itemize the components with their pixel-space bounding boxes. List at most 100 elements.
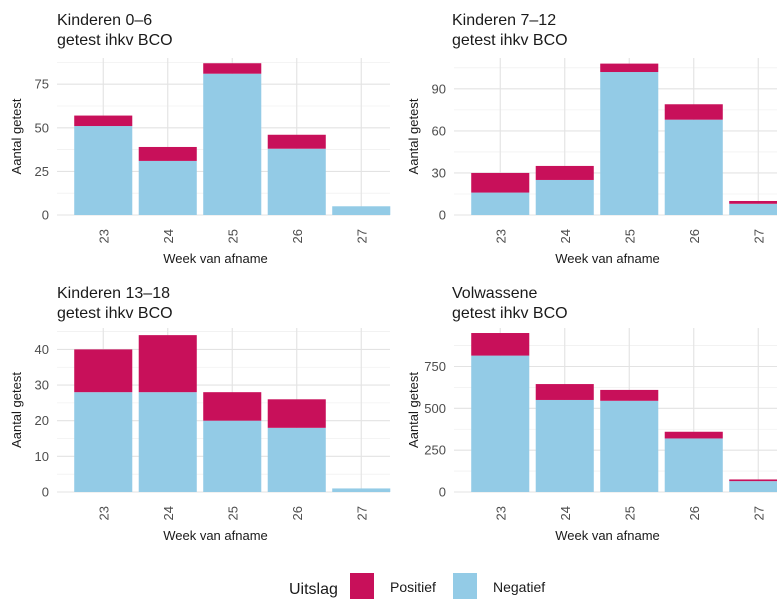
y-tick-label: 20	[35, 413, 49, 428]
panel-title: Kinderen 13–18	[57, 285, 170, 302]
x-tick-label: 25	[622, 229, 637, 243]
y-tick-label: 50	[35, 120, 49, 135]
x-tick-label: 25	[225, 506, 240, 520]
bar-positief-week-27	[729, 479, 777, 482]
x-tick-label: 27	[354, 506, 369, 520]
panel-title: Volwassene	[452, 285, 537, 302]
chart-panels: 0 25 50 75 23 24 25 26 27 Week van afname Aantal g…	[9, 12, 777, 543]
bar-negatief-week-27	[332, 206, 391, 215]
bar-positief-week-26	[664, 104, 723, 120]
legend-label-negatief: Negatief	[493, 579, 545, 595]
bar-positief-week-24	[535, 165, 594, 180]
bar-negatief-week-23	[471, 355, 530, 492]
legend-swatch-positief	[350, 573, 374, 599]
x-tick-label: 26	[687, 229, 702, 243]
y-axis-label: Aantal getest	[9, 372, 24, 448]
x-axis-label: Week van afname	[163, 528, 268, 543]
y-axis-label: Aantal getest	[406, 98, 421, 174]
x-tick-label: 24	[161, 506, 176, 520]
bar-negatief-week-26	[267, 148, 326, 215]
bar-positief-week-26	[664, 431, 723, 439]
y-tick-label: 500	[424, 401, 446, 416]
bar-negatief-week-27	[729, 481, 777, 492]
panel-1: 0 30 60 90 23 24 25 26 27 Week van afname Aantal g…	[406, 12, 777, 266]
x-axis-label: Week van afname	[555, 251, 660, 266]
x-tick-label: 27	[751, 506, 766, 520]
x-tick-label: 24	[161, 229, 176, 243]
bar-negatief-week-27	[332, 488, 391, 492]
panel-2: 0 10 20 30 40 23 24 25 26 27 Week van afname Aantal…	[9, 285, 391, 543]
bar-negatief-week-25	[600, 72, 659, 216]
bar-negatief-week-24	[535, 179, 594, 215]
bar-negatief-week-24	[138, 160, 197, 215]
y-tick-label: 10	[35, 449, 49, 464]
bar-negatief-week-26	[664, 119, 723, 215]
panel-subtitle: getest ihkv BCO	[452, 32, 568, 49]
x-axis-label: Week van afname	[555, 528, 660, 543]
x-tick-label: 24	[558, 229, 573, 243]
bar-positief-week-25	[600, 63, 659, 73]
bar-positief-week-27	[729, 200, 777, 204]
x-tick-label: 26	[687, 506, 702, 520]
y-tick-label: 40	[35, 342, 49, 357]
bar-positief-week-25	[203, 63, 262, 74]
y-tick-label: 30	[35, 378, 49, 393]
y-tick-label: 250	[424, 443, 446, 458]
bar-negatief-week-25	[203, 420, 262, 492]
bar-negatief-week-23	[471, 192, 530, 215]
bar-negatief-week-27	[729, 203, 777, 215]
x-tick-label: 25	[225, 229, 240, 243]
y-tick-label: 75	[35, 77, 49, 92]
panel-subtitle: getest ihkv BCO	[57, 305, 173, 322]
y-tick-label: 25	[35, 164, 49, 179]
panel-3: 0 250 500 750 23 24 25 26 27 Week van afname Aanta…	[406, 285, 777, 543]
y-axis-label: Aantal getest	[9, 98, 24, 174]
bar-negatief-week-23	[74, 126, 133, 215]
bar-negatief-week-26	[664, 438, 723, 492]
x-tick-label: 23	[96, 229, 111, 243]
x-tick-label: 26	[290, 506, 305, 520]
bar-positief-week-26	[267, 134, 326, 149]
y-tick-label: 0	[439, 485, 446, 500]
x-tick-label: 25	[622, 506, 637, 520]
bar-positief-week-25	[600, 389, 659, 401]
y-tick-label: 750	[424, 359, 446, 374]
x-tick-label: 23	[96, 506, 111, 520]
legend-label-positief: Positief	[390, 579, 436, 595]
bar-negatief-week-26	[267, 427, 326, 492]
panel-subtitle: getest ihkv BCO	[452, 305, 568, 322]
bar-positief-week-24	[535, 384, 594, 400]
bar-positief-week-23	[471, 333, 530, 356]
bar-positief-week-23	[74, 115, 133, 127]
y-tick-label: 0	[42, 485, 49, 500]
panel-subtitle: getest ihkv BCO	[57, 32, 173, 49]
x-tick-label: 27	[751, 229, 766, 243]
y-tick-label: 30	[432, 165, 446, 180]
y-tick-label: 90	[432, 81, 446, 96]
legend-swatch-negatief	[453, 573, 477, 599]
x-tick-label: 26	[290, 229, 305, 243]
x-tick-label: 23	[493, 229, 508, 243]
x-tick-label: 24	[558, 506, 573, 520]
y-tick-label: 60	[432, 123, 446, 138]
bar-negatief-week-25	[600, 400, 659, 492]
panel-title: Kinderen 7–12	[452, 12, 556, 29]
legend-title: Uitslag	[289, 581, 338, 598]
bar-positief-week-23	[471, 172, 530, 193]
panel-0: 0 25 50 75 23 24 25 26 27 Week van afname Aantal g…	[9, 12, 391, 266]
y-tick-label: 0	[439, 208, 446, 223]
bar-positief-week-25	[203, 392, 262, 421]
x-tick-label: 23	[493, 506, 508, 520]
bar-positief-week-24	[138, 146, 197, 161]
legend: Uitslag Positief Negatief	[289, 573, 545, 599]
bar-positief-week-24	[138, 335, 197, 393]
bar-positief-week-26	[267, 399, 326, 428]
bar-positief-week-23	[74, 349, 133, 393]
x-axis-label: Week van afname	[163, 251, 268, 266]
x-tick-label: 27	[354, 229, 369, 243]
bar-negatief-week-24	[535, 399, 594, 492]
y-axis-label: Aantal getest	[406, 372, 421, 448]
bar-negatief-week-23	[74, 392, 133, 492]
panel-title: Kinderen 0–6	[57, 12, 152, 29]
